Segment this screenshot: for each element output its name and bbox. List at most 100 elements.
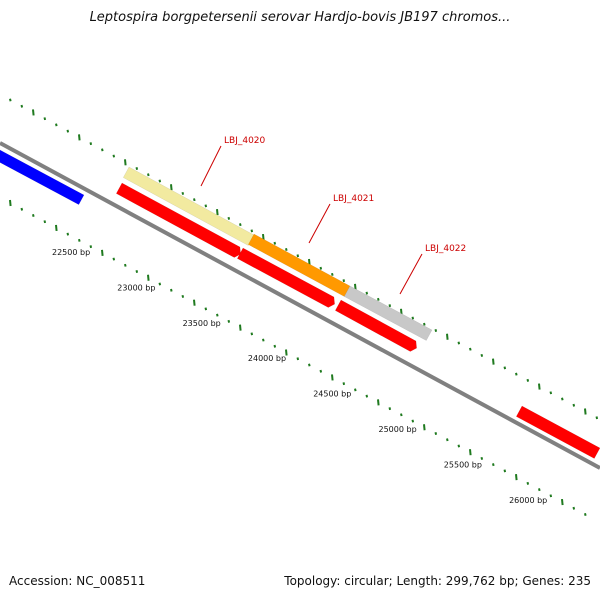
inner-tick (526, 481, 530, 485)
inner-tick (561, 498, 564, 506)
outer-tick (227, 216, 231, 220)
inner-tick (446, 438, 449, 442)
inner-tick (331, 374, 334, 381)
outer-tick (273, 241, 277, 245)
bp-label: 23500 bp (183, 319, 221, 328)
outer-tick (584, 408, 587, 415)
bp-label: 24000 bp (248, 354, 286, 363)
outer-tick (342, 279, 346, 283)
outer-tick (377, 297, 380, 301)
outer-tick (365, 291, 369, 295)
outer-tick (170, 184, 173, 191)
cds-red-2 (236, 247, 335, 308)
outer-tick (538, 383, 541, 390)
outer-tick (446, 333, 449, 340)
bp-label-group: 22500 bp 23000 bp 23500 bp 24000 bp 24500 bp… (52, 248, 547, 505)
outer-tick (239, 223, 242, 227)
outer-tick (572, 403, 576, 407)
gene-leader-line (399, 253, 423, 295)
cds-red-3 (334, 299, 417, 352)
outer-tick (319, 266, 323, 270)
inner-tick (239, 324, 242, 331)
inner-tick (469, 449, 472, 456)
inner-tick (89, 245, 93, 249)
outer-tick (55, 123, 58, 127)
outer-tick (101, 148, 104, 152)
inner-tick (549, 494, 553, 498)
outer-tick (147, 173, 150, 177)
inner-tick (377, 399, 380, 406)
outer-tick (331, 272, 334, 276)
outer-tick (20, 104, 24, 108)
outer-tick (423, 322, 426, 326)
inner-tick (423, 424, 426, 431)
outer-tick (411, 316, 415, 320)
outer-tick (469, 347, 472, 351)
inner-tick (78, 238, 81, 242)
outer-tick (43, 117, 47, 121)
gene-label: LBJ_4021 (333, 194, 374, 204)
inner-tick (135, 270, 139, 274)
inner-tick (354, 388, 357, 392)
outer-tick (492, 358, 495, 365)
inner-tick (66, 232, 70, 236)
outer-tick (158, 179, 162, 183)
inner-tick (124, 263, 127, 267)
bp-label: 22500 bp (52, 248, 90, 257)
outer-tick (503, 366, 507, 370)
inner-tick (273, 344, 277, 348)
inner-tick (147, 274, 150, 281)
outer-tick (285, 248, 288, 252)
inner-tick (480, 456, 484, 460)
outer-tick (354, 283, 357, 290)
inner-tick (492, 463, 495, 467)
bp-label: 24500 bp (313, 390, 351, 399)
outer-tick (66, 129, 70, 133)
outer-tick (296, 254, 300, 258)
inner-tick (457, 444, 461, 448)
gene-leader-line (308, 203, 331, 244)
inner-tick (262, 338, 265, 342)
inner-tick (388, 407, 392, 411)
inner-tick (216, 313, 219, 317)
outer-tick (204, 204, 208, 208)
feature-track (0, 149, 600, 459)
gene-label-group: LBJ_4020 LBJ_4021 LBJ_4022 (200, 136, 466, 295)
gene-leader-line (200, 145, 222, 187)
outer-tick (9, 98, 12, 102)
inner-tick (538, 488, 541, 492)
outer-tick (595, 416, 599, 420)
bp-label: 23000 bp (117, 283, 155, 292)
outer-tick (181, 191, 185, 195)
inner-tick (411, 419, 415, 423)
inner-tick (308, 363, 311, 367)
outer-tick (308, 258, 311, 266)
inner-tick (101, 249, 104, 256)
inner-tick (227, 319, 231, 323)
inner-tick-ring (9, 199, 587, 516)
outer-tick (457, 341, 461, 345)
inner-tick (55, 224, 58, 232)
inner-tick (503, 469, 507, 473)
inner-tick (319, 369, 323, 373)
cds-red-1 (115, 182, 241, 258)
inner-tick (204, 307, 208, 311)
inner-tick (193, 299, 196, 306)
inner-tick (170, 288, 173, 292)
inner-tick (250, 332, 254, 336)
outer-tick (78, 134, 81, 141)
bp-label: 25500 bp (444, 460, 482, 469)
inner-tick (32, 213, 35, 217)
outer-tick (216, 209, 219, 216)
gene-label: LBJ_4020 (224, 136, 266, 146)
outer-tick (32, 109, 35, 116)
inner-tick (43, 220, 47, 224)
inner-tick (158, 282, 162, 286)
outer-tick (526, 378, 530, 382)
inner-tick (515, 474, 518, 481)
cds-red-4 (515, 405, 600, 459)
genome-summary-text: Topology: circular; Length: 299,762 bp; … (284, 574, 591, 588)
chromosome-backbone (0, 141, 600, 470)
inner-tick (296, 357, 300, 361)
